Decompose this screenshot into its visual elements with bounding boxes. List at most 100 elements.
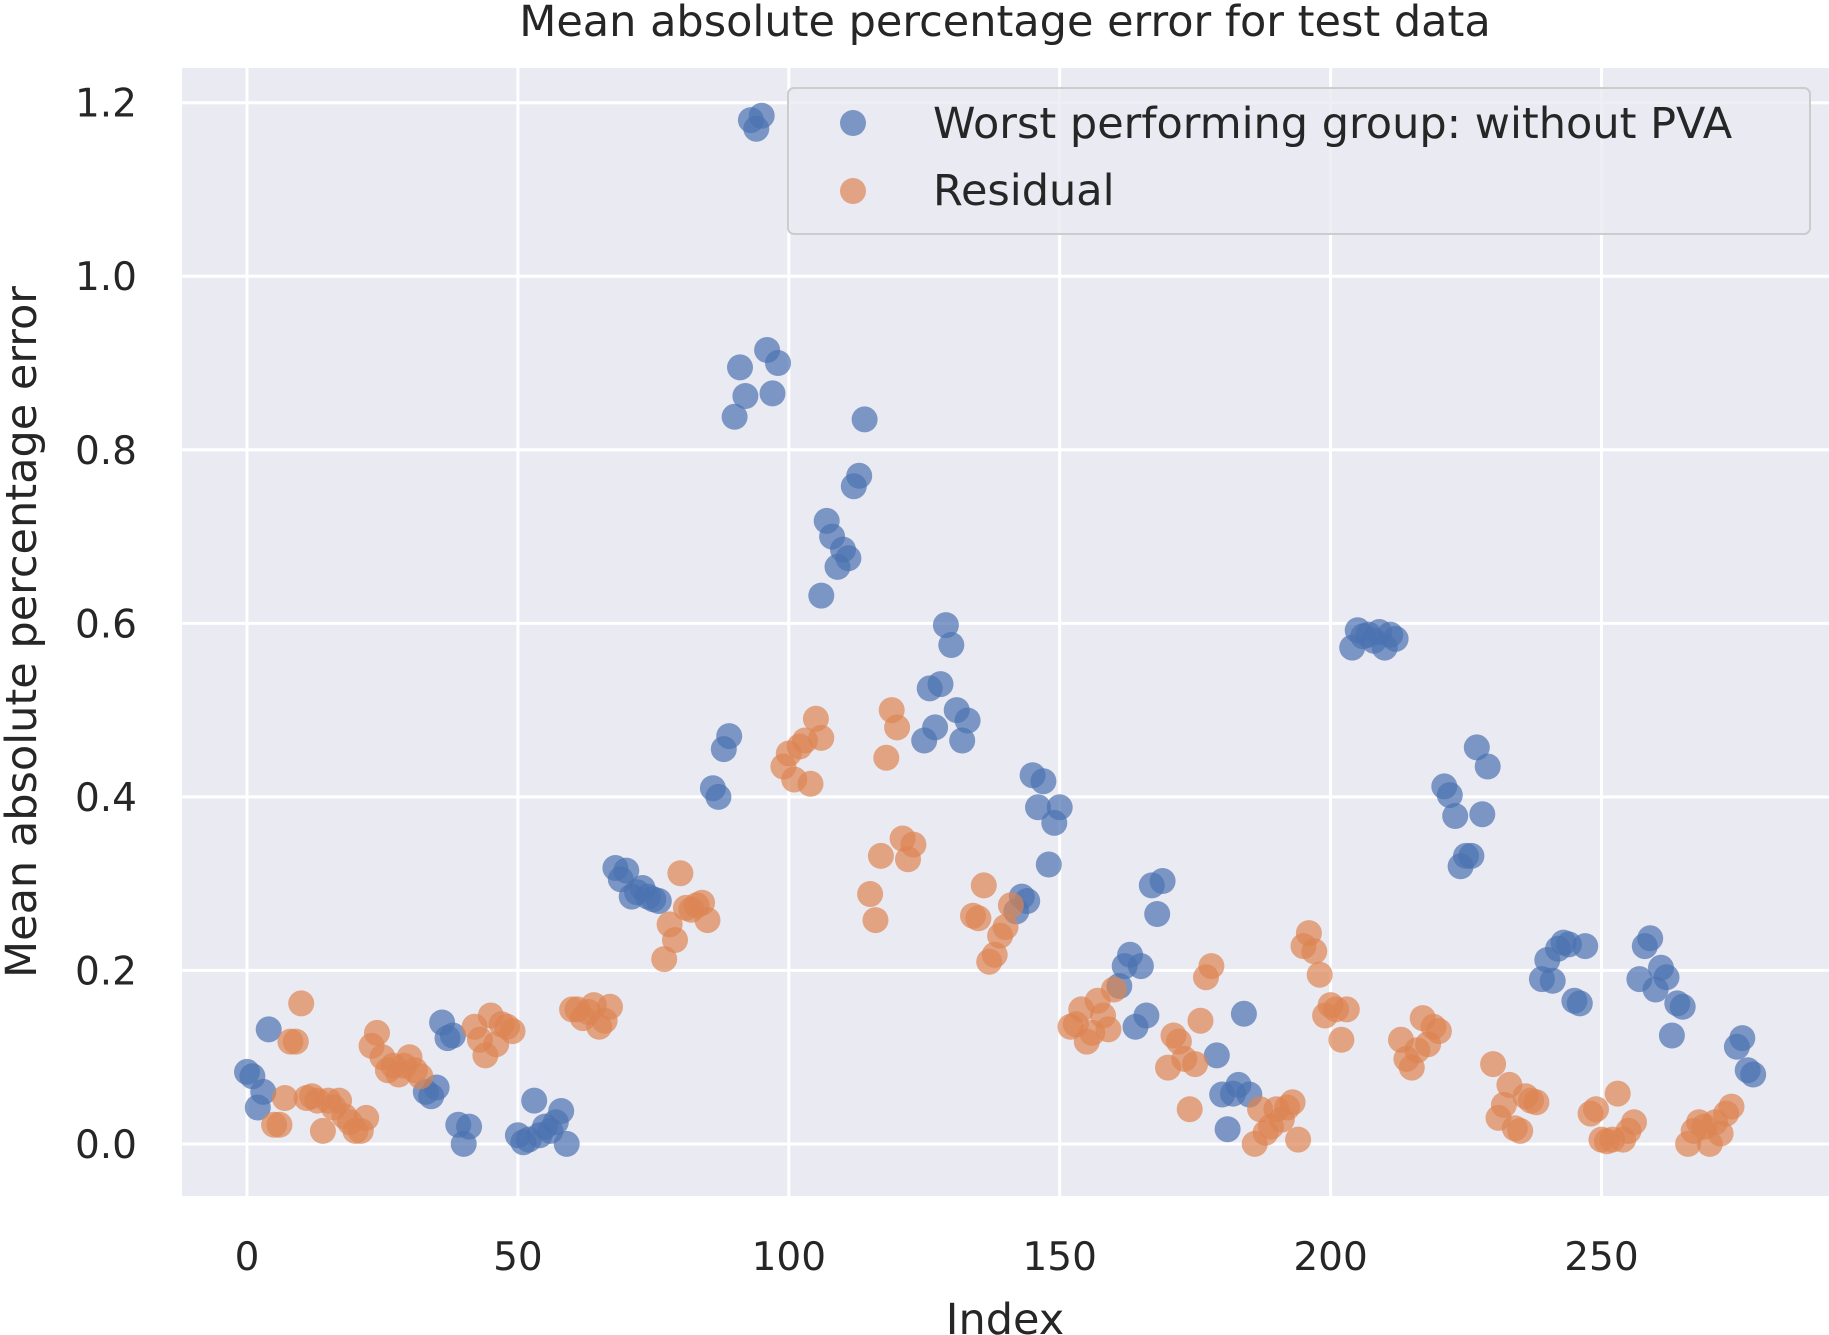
point-worst-group bbox=[1469, 801, 1496, 828]
point-worst-group bbox=[1214, 1116, 1241, 1143]
y-axis-label: Mean absolute percentage error bbox=[0, 286, 47, 978]
point-worst-group bbox=[1230, 1000, 1257, 1027]
point-worst-group bbox=[548, 1098, 575, 1124]
point-worst-group bbox=[553, 1130, 580, 1157]
y-tick-label: 0.8 bbox=[75, 429, 137, 474]
point-residual bbox=[873, 744, 900, 771]
point-worst-group bbox=[808, 582, 835, 609]
point-residual bbox=[1523, 1089, 1550, 1116]
point-residual bbox=[884, 714, 911, 741]
x-tick-label: 0 bbox=[235, 1235, 260, 1280]
point-residual bbox=[1176, 1096, 1203, 1123]
chart-title: Mean absolute percentage error for test … bbox=[519, 0, 1491, 47]
point-residual bbox=[1480, 1051, 1507, 1078]
point-worst-group bbox=[835, 545, 862, 572]
point-worst-group bbox=[1740, 1061, 1767, 1088]
point-residual bbox=[992, 914, 1019, 940]
legend-marker-worst-group bbox=[840, 110, 866, 136]
point-worst-group bbox=[765, 350, 791, 376]
point-residual bbox=[1328, 1026, 1355, 1053]
legend-marker-residual bbox=[840, 178, 866, 204]
point-residual bbox=[1182, 1051, 1209, 1078]
series-worst-group bbox=[234, 102, 1767, 1157]
point-worst-group bbox=[1637, 925, 1664, 952]
x-tick-label: 200 bbox=[1293, 1235, 1367, 1280]
point-worst-group bbox=[1653, 964, 1680, 991]
point-worst-group bbox=[1144, 901, 1171, 927]
point-worst-group bbox=[1203, 1042, 1230, 1069]
y-tick-labels: 0.0 0.2 0.4 0.6 0.8 1.0 1.2 bbox=[75, 82, 137, 1168]
point-residual bbox=[271, 1085, 298, 1111]
point-worst-group bbox=[456, 1113, 483, 1140]
y-tick-label: 1.0 bbox=[75, 255, 137, 300]
point-residual bbox=[1425, 1018, 1452, 1045]
point-residual bbox=[667, 860, 694, 887]
point-worst-group bbox=[716, 723, 743, 750]
point-worst-group bbox=[727, 354, 753, 381]
point-worst-group bbox=[851, 406, 878, 433]
point-residual bbox=[662, 927, 688, 953]
plot-background bbox=[182, 68, 1829, 1196]
y-tick-label: 0.4 bbox=[75, 776, 137, 821]
point-residual bbox=[1301, 938, 1328, 965]
point-worst-group bbox=[1436, 782, 1463, 809]
y-tick-label: 1.2 bbox=[75, 82, 137, 127]
point-worst-group bbox=[927, 671, 954, 698]
point-worst-group bbox=[439, 1022, 466, 1049]
point-worst-group bbox=[759, 380, 786, 407]
y-tick-label: 0.6 bbox=[75, 602, 137, 647]
point-residual bbox=[1279, 1089, 1306, 1116]
point-worst-group bbox=[949, 727, 976, 754]
data-points bbox=[234, 102, 1767, 1157]
point-worst-group bbox=[748, 102, 775, 129]
point-residual bbox=[1100, 976, 1127, 1003]
x-tick-label: 50 bbox=[493, 1235, 543, 1280]
point-residual bbox=[970, 872, 997, 899]
point-residual bbox=[407, 1063, 434, 1090]
point-residual bbox=[1707, 1120, 1734, 1147]
point-worst-group bbox=[932, 612, 959, 639]
point-worst-group bbox=[1669, 993, 1696, 1020]
point-residual bbox=[1198, 953, 1225, 980]
point-residual bbox=[1285, 1126, 1312, 1153]
point-residual bbox=[808, 724, 835, 751]
point-worst-group bbox=[1463, 734, 1490, 761]
legend-box bbox=[787, 87, 1811, 235]
point-residual bbox=[266, 1111, 293, 1138]
point-residual bbox=[1306, 961, 1333, 988]
point-residual bbox=[288, 990, 315, 1017]
point-residual bbox=[1621, 1109, 1647, 1136]
point-residual bbox=[862, 907, 889, 934]
point-worst-group bbox=[1133, 1002, 1160, 1029]
legend: Worst performing group: without PVA Resi… bbox=[787, 87, 1811, 235]
point-worst-group bbox=[255, 1016, 282, 1043]
point-worst-group bbox=[1658, 1022, 1685, 1049]
point-worst-group bbox=[705, 783, 732, 810]
point-worst-group bbox=[1458, 842, 1485, 869]
x-tick-label: 150 bbox=[1022, 1235, 1096, 1280]
point-worst-group bbox=[1539, 967, 1566, 994]
x-tick-label: 100 bbox=[752, 1235, 826, 1280]
point-worst-group bbox=[954, 707, 981, 734]
point-residual bbox=[597, 993, 623, 1020]
point-worst-group bbox=[922, 714, 949, 741]
point-worst-group bbox=[645, 888, 672, 914]
x-tick-label: 250 bbox=[1564, 1235, 1638, 1280]
point-worst-group bbox=[1149, 868, 1176, 894]
point-residual bbox=[499, 1018, 526, 1045]
point-worst-group bbox=[521, 1087, 548, 1114]
point-residual bbox=[1507, 1117, 1534, 1144]
x-axis-label: Index bbox=[946, 1295, 1064, 1335]
point-worst-group bbox=[1030, 768, 1057, 795]
point-worst-group bbox=[1127, 953, 1154, 980]
point-residual bbox=[1490, 1091, 1517, 1118]
point-worst-group bbox=[1474, 753, 1501, 780]
point-residual bbox=[857, 881, 884, 907]
point-worst-group bbox=[938, 632, 965, 658]
legend-label-worst-group: Worst performing group: without PVA bbox=[933, 99, 1733, 149]
point-worst-group bbox=[721, 403, 748, 430]
point-residual bbox=[1604, 1080, 1631, 1107]
x-tick-labels: 0 50 100 150 200 250 bbox=[235, 1235, 1639, 1280]
point-residual bbox=[1333, 996, 1360, 1023]
